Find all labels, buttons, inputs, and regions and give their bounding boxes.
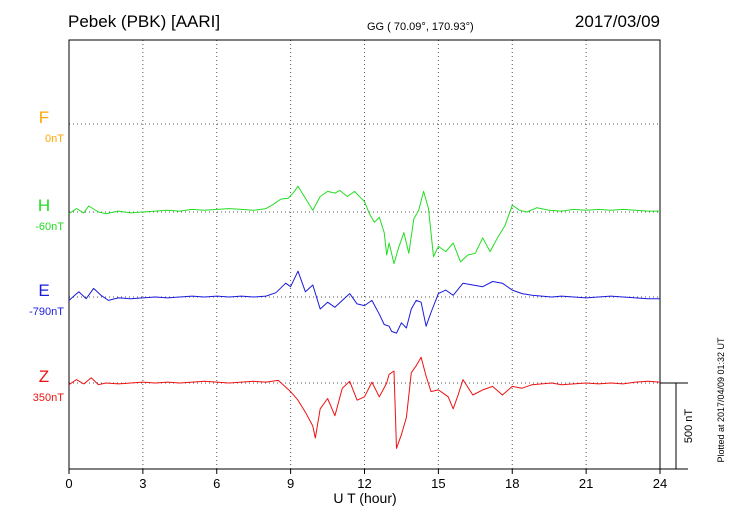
x-tick-label: 12 (357, 476, 371, 491)
x-tick-label: 24 (653, 476, 667, 491)
x-tick-label: 6 (213, 476, 220, 491)
series-name-z: Z (39, 367, 49, 386)
series-labels: F 0nT H -60nT E -790nT Z 350nT (29, 108, 64, 404)
series-name-h: H (38, 196, 50, 215)
x-tick-label: 9 (287, 476, 294, 491)
series-baseline-h: -60nT (35, 221, 64, 233)
plot-date: 2017/03/09 (575, 12, 660, 31)
series-name-f: F (39, 108, 49, 127)
series-baseline-f: 0nT (45, 133, 64, 145)
trace-h (68, 185, 660, 265)
station-title: Pebek (PBK) [AARI] (68, 12, 220, 31)
series-baseline-e: -790nT (29, 306, 64, 318)
trace-e (68, 270, 660, 334)
x-axis-ticks: 0 3 6 9 12 15 18 21 24 (65, 469, 667, 491)
series-baseline-z: 350nT (33, 392, 64, 404)
x-axis-label: U T (hour) (333, 490, 396, 506)
scale-bar: 500 nT (660, 382, 695, 470)
station-coords: GG ( 70.09°, 170.93°) (367, 21, 474, 33)
x-tick-label: 3 (139, 476, 146, 491)
trace-z (68, 356, 661, 449)
traces (68, 185, 661, 449)
grid (69, 40, 660, 469)
series-name-e: E (38, 281, 49, 300)
scale-bar-label: 500 nT (683, 409, 695, 444)
plotted-timestamp: Plotted at 2017/04/09 01:32 UT (716, 337, 726, 463)
x-tick-label: 18 (505, 476, 519, 491)
x-tick-label: 21 (579, 476, 593, 491)
x-tick-label: 15 (431, 476, 445, 491)
x-tick-label: 0 (65, 476, 72, 491)
